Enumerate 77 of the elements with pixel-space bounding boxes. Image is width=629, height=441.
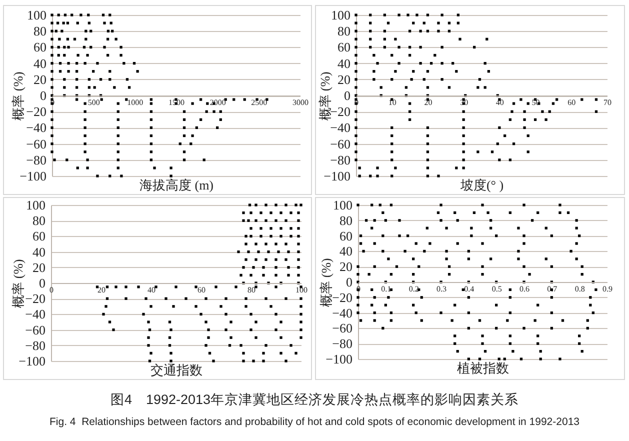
x-tick-label: 0.3 bbox=[436, 284, 446, 294]
x-tick-label: 30 bbox=[460, 98, 468, 107]
y-tick-label: 20 bbox=[34, 72, 46, 87]
x-tick-label: 100 bbox=[296, 286, 308, 294]
x-tick-label: 20 bbox=[98, 286, 106, 294]
y-tick-label: 100 bbox=[26, 198, 46, 212]
y-tick-label: 40 bbox=[340, 244, 352, 259]
y-axis-title: 概率 (%) bbox=[10, 72, 26, 120]
y-axis-title: 概率 (%) bbox=[318, 258, 334, 307]
y-tick-label: 60 bbox=[338, 40, 350, 55]
x-tick-label: 0.1 bbox=[381, 284, 392, 294]
x-tick-label: 0.4 bbox=[464, 284, 474, 294]
y-tick-label: 80 bbox=[32, 213, 46, 228]
x-tick-label: 60 bbox=[568, 98, 576, 107]
y-tick-label: −40 bbox=[330, 120, 350, 136]
y-tick-label: 80 bbox=[34, 24, 46, 39]
y-tick-label: −40 bbox=[332, 305, 352, 320]
x-tick-label: 0 bbox=[50, 286, 54, 294]
y-tick-label: 40 bbox=[32, 244, 46, 260]
x-tick-label: 500 bbox=[88, 98, 100, 107]
x-tick-label: 0.6 bbox=[520, 284, 530, 294]
y-tick-label: −60 bbox=[330, 136, 350, 152]
x-tick-label: 20 bbox=[424, 98, 432, 107]
y-tick-label: −60 bbox=[26, 136, 46, 152]
x-tick-label: 0.8 bbox=[574, 284, 585, 294]
y-tick-label: −60 bbox=[332, 320, 352, 336]
y-tick-label: 20 bbox=[338, 72, 350, 87]
y-tick-label: −20 bbox=[332, 290, 352, 305]
y-tick-label: −20 bbox=[25, 291, 46, 306]
x-tick-label: 1000 bbox=[127, 98, 144, 107]
x-tick-label: 0.2 bbox=[408, 284, 419, 294]
y-tick-label: −20 bbox=[330, 104, 350, 120]
y-tick-label: 40 bbox=[338, 56, 350, 71]
x-tick-label: 3000 bbox=[292, 98, 308, 107]
y-tick-label: 60 bbox=[34, 40, 46, 55]
y-tick-label: 80 bbox=[340, 212, 352, 228]
x-tick-label: 60 bbox=[198, 286, 206, 294]
x-tick-label: 0.5 bbox=[492, 284, 502, 294]
y-tick-label: 100 bbox=[27, 8, 46, 22]
x-tick-label: 0.7 bbox=[547, 284, 558, 294]
y-tick-label: −100 bbox=[18, 354, 46, 368]
y-tick-label: 100 bbox=[333, 198, 352, 212]
x-tick-label: 1500 bbox=[168, 98, 184, 107]
y-axis-title: 概率 (%) bbox=[10, 259, 26, 308]
caption: 图4 1992-2013年京津冀地区经济发展冷热点概率的影响因素关系 bbox=[109, 392, 520, 408]
y-tick-label: −100 bbox=[326, 352, 352, 366]
y-tick-label: −80 bbox=[330, 152, 350, 168]
caption: Fig. 4 Relationships between factors and probability of hot and cold spots of economic development in 1992-2013 bbox=[48, 416, 580, 429]
x-tick-label: 40 bbox=[496, 98, 504, 107]
y-tick-label: 60 bbox=[340, 228, 352, 244]
x-tick-label: 2000 bbox=[210, 98, 226, 107]
y-tick-label: 60 bbox=[32, 228, 46, 244]
y-tick-label: 80 bbox=[338, 24, 350, 39]
y-tick-label: −80 bbox=[25, 338, 46, 353]
y-tick-label: −80 bbox=[26, 152, 46, 168]
x-tick-label: 0.9 bbox=[602, 284, 612, 294]
x-tick-label: 2500 bbox=[251, 98, 268, 107]
y-tick-label: −100 bbox=[324, 168, 350, 184]
y-tick-label: −60 bbox=[25, 322, 46, 338]
x-axis-title: 交通指数 bbox=[150, 362, 202, 378]
y-tick-label: −40 bbox=[25, 306, 46, 322]
y-tick-label: −100 bbox=[20, 168, 46, 184]
y-tick-label: 20 bbox=[32, 260, 46, 275]
x-tick-label: 10 bbox=[388, 98, 396, 107]
x-tick-label: 80 bbox=[248, 286, 256, 294]
y-tick-label: 20 bbox=[340, 259, 352, 274]
y-tick-label: 100 bbox=[331, 8, 350, 22]
y-tick-label: 40 bbox=[34, 56, 46, 71]
x-axis-title: 植被指数 bbox=[457, 360, 509, 376]
x-axis-title: 坡度(° ) bbox=[459, 178, 504, 192]
x-tick-label: 70 bbox=[604, 98, 612, 107]
x-tick-label: 40 bbox=[148, 286, 156, 294]
y-tick-label: −40 bbox=[26, 120, 46, 136]
y-tick-label: −80 bbox=[332, 336, 352, 352]
y-tick-label: −20 bbox=[26, 104, 46, 120]
x-axis-title: 海拔高度 (m) bbox=[139, 178, 214, 192]
y-axis-title: 概率 (%) bbox=[318, 72, 332, 120]
